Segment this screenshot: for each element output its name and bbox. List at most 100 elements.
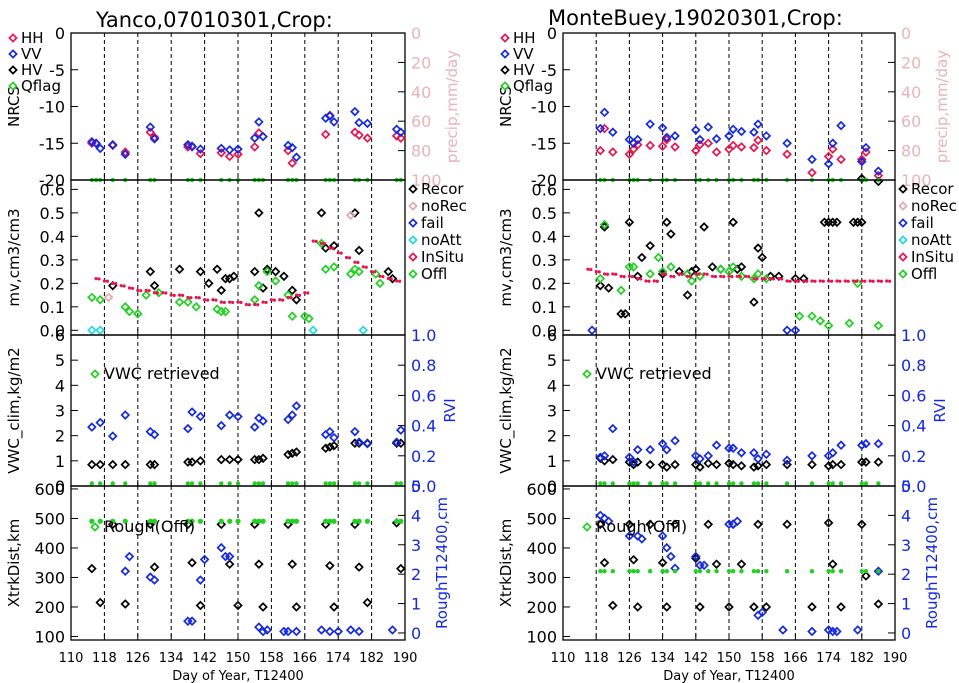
y-tick-label: 0.1 [532,298,557,317]
insitu-point [339,251,343,255]
data-point [120,599,131,609]
insitu-point [647,279,651,283]
data-point [856,217,867,228]
y-tick-label: 6 [547,326,557,345]
data-point [711,459,722,470]
flag-point [826,481,831,486]
data-point [120,459,131,470]
data-point [657,459,668,470]
y-tick-label: -15 [531,134,557,153]
insitu-point [879,279,884,283]
annotation-marker [582,522,592,532]
x-tick-label: 174 [816,651,841,666]
insitu-point [370,269,374,274]
flag-point [152,481,157,486]
data-point [761,459,772,470]
y2-axis-label: RoughT12400,cm [923,497,941,629]
flag-point [859,481,864,486]
y-tick-label: 0.5 [532,204,557,223]
insitu-point [314,239,318,243]
y-tick-label: 0.3 [40,251,65,270]
x-tick-label: 158 [259,651,284,666]
legend-label: HH [21,29,44,47]
data-point [362,438,373,449]
y-tick-label: -20 [531,171,557,190]
y-tick-label: -5 [541,61,557,80]
flag-point [364,518,371,524]
data-point [861,571,871,581]
data-point [637,534,647,544]
insitu-point [738,274,742,279]
data-point [736,262,747,272]
data-point [728,140,738,151]
x-axis-label: Day of Year, T12400 [663,669,795,683]
insitu-point [211,298,215,302]
insitu-point [744,274,748,278]
insitu-point [652,279,656,283]
insitu-point [356,260,360,265]
data-point [262,266,273,277]
panel-annotation: Rough(Offl) [596,517,687,536]
flag-point [647,481,653,486]
insitu-point [710,274,715,278]
insitu-point [336,251,340,255]
flag-point [218,518,224,524]
y2-tick-label: 20 [901,53,921,72]
insitu-point [735,274,739,278]
legend-marker [408,201,418,211]
data-point [757,607,768,618]
data-point [325,111,335,121]
y2-axis-label: RVI [931,398,949,422]
data-point [736,447,747,458]
flag-point [660,569,665,574]
data-point [291,294,302,305]
data-point [661,132,672,143]
insitu-point [727,274,731,278]
data-point [599,107,610,118]
data-point [354,562,364,572]
series-rought12400 [595,510,884,637]
insitu-point [611,272,615,276]
insitu-point [719,274,723,278]
legend-marker [408,235,418,245]
data-point [657,438,668,449]
data-point [632,602,643,612]
data-point [595,273,606,284]
y-tick-label: 0.6 [40,180,65,199]
data-point [87,292,97,303]
insitu-point [885,279,889,283]
data-point [224,551,235,562]
insitu-point [206,298,210,302]
data-point [736,142,747,152]
data-point [827,459,838,470]
y-tick-label: 0.0 [40,321,65,340]
flag-point [714,569,719,574]
data-point [645,269,655,279]
flag-point [110,481,115,486]
data-point [599,513,610,524]
flag-point [323,518,329,524]
insitu-point [796,279,801,283]
y-tick-label: 200 [34,598,65,617]
y-tick-label: 400 [34,539,65,558]
y-tick-label: 3 [55,402,65,421]
insitu-point [269,298,273,302]
flag-point [602,569,607,574]
y2-tick-label: 0 [411,624,421,643]
flag-point [151,518,158,524]
data-point [620,309,631,319]
data-point [724,602,734,612]
data-point [761,449,772,460]
data-point [599,219,610,230]
data-point [728,443,738,454]
data-point [212,304,222,314]
insitu-point [672,274,676,279]
data-point [216,519,227,530]
data-point [657,123,668,133]
data-point [107,139,118,150]
legend-label: HH [513,29,536,47]
y2-tick-label: 60 [901,112,921,131]
insitu-point [669,274,673,278]
data-point [628,554,639,565]
